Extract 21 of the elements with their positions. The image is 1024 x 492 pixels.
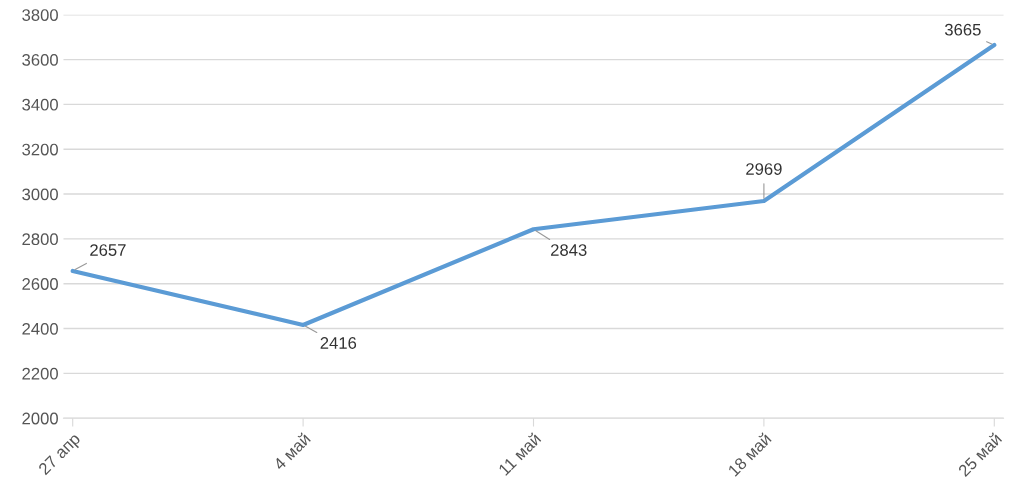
data-label: 2843 — [551, 244, 587, 256]
x-tick-label: 18 май — [726, 432, 772, 477]
y-tick-label: 2800 — [22, 233, 58, 246]
line-series — [70, 42, 997, 328]
x-tick-label: 11 май — [497, 432, 542, 476]
data-label: 2657 — [90, 244, 126, 256]
data-label: 3665 — [944, 23, 981, 36]
x-tick-label: 27 апр — [37, 432, 84, 478]
y-tick-label: 2400 — [22, 322, 58, 335]
x-tick-label: 4 май — [272, 432, 311, 471]
x-tick-label: 25 май — [957, 432, 1003, 478]
y-tick-label: 3000 — [22, 188, 58, 201]
y-tick-label: 2000 — [22, 412, 58, 425]
y-tick-label: 3200 — [22, 143, 58, 156]
y-tick-label: 3400 — [22, 98, 58, 111]
y-tick-label: 2600 — [22, 278, 58, 290]
y-tick-label: 3600 — [22, 53, 58, 66]
data-label: 2969 — [746, 163, 782, 175]
data-label: 2416 — [320, 337, 357, 349]
y-tick-label: 2200 — [22, 367, 58, 380]
y-tick-label: 3800 — [22, 9, 58, 21]
